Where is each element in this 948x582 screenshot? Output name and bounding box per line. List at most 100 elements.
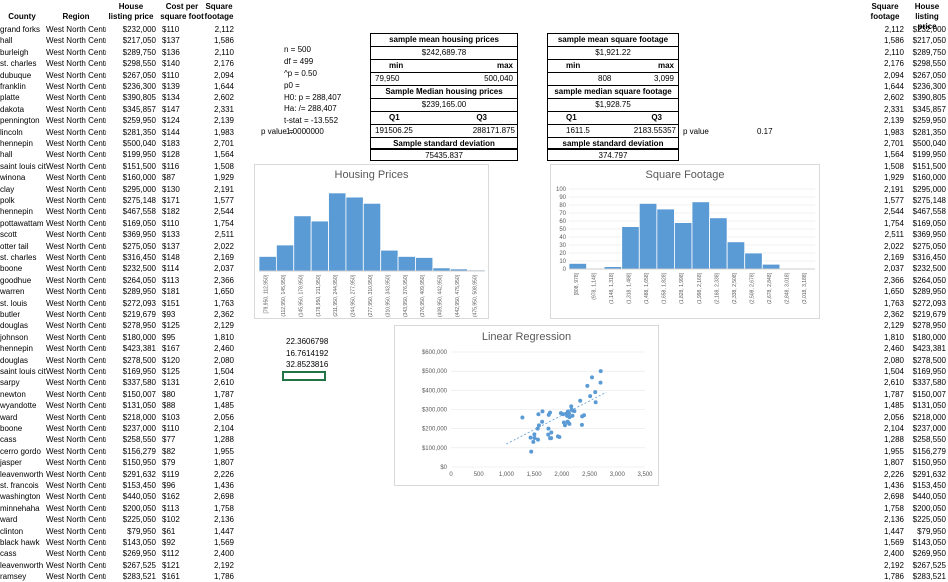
cell-right-sqft[interactable]: 2,129 — [883, 321, 904, 331]
cell-cost[interactable]: $110 — [162, 218, 180, 228]
cell-county[interactable]: cass — [0, 549, 17, 559]
cell-right-price[interactable]: $150,007 — [912, 389, 946, 399]
cell-right-price[interactable]: $156,279 — [912, 446, 946, 456]
stat-pvalue[interactable]: 1.0000000 — [286, 127, 324, 136]
cell-price[interactable]: $151,500 — [122, 161, 156, 171]
cell-county[interactable]: douglas — [0, 321, 29, 331]
cell-cost[interactable]: $181 — [162, 287, 180, 297]
cell-county[interactable]: otter tail — [0, 241, 29, 251]
reg-value-3[interactable]: 32.8523816 — [286, 360, 329, 369]
cell-region[interactable]: West North Centra — [46, 104, 106, 114]
cell-region[interactable]: West North Centra — [46, 70, 106, 80]
cell-cost[interactable]: $103 — [162, 412, 180, 422]
cell-county[interactable]: st. charles — [0, 253, 37, 262]
cell-right-sqft[interactable]: 1,586 — [883, 36, 904, 46]
cell-county[interactable]: franklin — [0, 82, 26, 91]
cell-cost[interactable]: $161 — [162, 572, 180, 582]
cell-sqft[interactable]: 2,080 — [213, 355, 234, 365]
reg-value-2[interactable]: 16.7614192 — [286, 349, 329, 358]
cell-right-sqft[interactable]: 1,564 — [883, 150, 904, 160]
cell-county[interactable]: clinton — [0, 526, 24, 536]
cell-cost[interactable]: $139 — [162, 82, 180, 91]
cell-right-price[interactable]: $219,679 — [912, 310, 946, 319]
cell-region[interactable]: West North Centra — [46, 389, 106, 399]
cell-sqft[interactable]: 1,504 — [213, 367, 234, 376]
cell-sqft[interactable]: 2,602 — [213, 93, 234, 103]
cell-cost[interactable]: $171 — [162, 196, 180, 205]
cell-right-sqft[interactable]: 2,176 — [883, 59, 904, 69]
cell-right-price[interactable]: $200,050 — [912, 503, 946, 513]
cell-county[interactable]: cerro gordo — [0, 446, 41, 456]
cell-right-sqft[interactable]: 2,110 — [884, 47, 904, 57]
cell-right-price[interactable]: $160,000 — [912, 173, 946, 183]
cell-county[interactable]: ward — [0, 412, 18, 422]
stat-df[interactable]: df = 499 — [284, 57, 314, 66]
cell-right-price[interactable]: $440,050 — [912, 492, 946, 502]
cell-right-sqft[interactable]: 2,094 — [883, 70, 904, 80]
cell-county[interactable]: black hawk — [0, 538, 40, 547]
cell-sqft[interactable]: 1,586 — [213, 36, 234, 46]
cell-cost[interactable]: $113 — [162, 275, 180, 285]
cell-region[interactable]: West North Centra — [46, 127, 106, 137]
cell-right-price[interactable]: $298,550 — [912, 59, 946, 69]
cell-right-price[interactable]: $169,950 — [912, 367, 946, 376]
cell-right-sqft[interactable]: 2,544 — [883, 207, 904, 217]
cell-region[interactable]: West North Centra — [46, 401, 106, 411]
cell-sqft[interactable]: 2,094 — [213, 70, 234, 80]
cell-cost[interactable]: $112 — [162, 549, 180, 559]
cell-right-sqft[interactable]: 2,602 — [883, 93, 904, 103]
cell-price[interactable]: $295,000 — [122, 184, 156, 194]
cell-cost[interactable]: $183 — [162, 139, 180, 148]
cell-cost[interactable]: $147 — [162, 104, 180, 114]
cell-county[interactable]: wyandotte — [0, 401, 37, 411]
cell-price[interactable]: $131,050 — [122, 401, 156, 411]
cell-region[interactable]: West North Centra — [46, 25, 106, 34]
cell-county[interactable]: hennepin — [0, 207, 33, 217]
cell-right-price[interactable]: $143,050 — [912, 538, 946, 547]
cell-sqft[interactable]: 2,022 — [213, 241, 234, 251]
cell-region[interactable]: West North Centra — [46, 196, 106, 205]
cell-county[interactable]: butler — [0, 310, 21, 319]
cell-right-price[interactable]: $289,950 — [912, 287, 946, 297]
cell-sqft[interactable]: 2,139 — [213, 116, 234, 126]
cell-cost[interactable]: $136 — [162, 47, 180, 57]
cell-right-sqft[interactable]: 1,447 — [883, 526, 904, 536]
cell-price[interactable]: $278,500 — [122, 355, 156, 365]
cell-price[interactable]: $199,950 — [122, 150, 156, 160]
cell-sqft[interactable]: 1,758 — [213, 503, 234, 513]
cell-cost[interactable]: $131 — [162, 378, 180, 388]
cell-right-sqft[interactable]: 2,169 — [883, 253, 904, 262]
cell-right-price[interactable]: $275,050 — [912, 241, 946, 251]
cell-right-sqft[interactable]: 2,610 — [883, 378, 904, 388]
cell-right-sqft[interactable]: 1,436 — [883, 481, 904, 490]
cell-price[interactable]: $79,950 — [127, 526, 156, 536]
cell-right-sqft[interactable]: 2,701 — [883, 139, 904, 148]
cell-county[interactable]: pennington — [0, 116, 40, 126]
cell-right-sqft[interactable]: 1,758 — [883, 503, 904, 513]
cell-county[interactable]: hall — [0, 150, 13, 160]
cell-right-sqft[interactable]: 1,754 — [883, 218, 904, 228]
cell-region[interactable]: West North Centra — [46, 321, 106, 331]
cell-sqft[interactable]: 2,136 — [213, 515, 234, 525]
cell-region[interactable]: West North Centra — [46, 560, 106, 570]
cell-sqft[interactable]: 2,544 — [213, 207, 234, 217]
cell-region[interactable]: West North Centra — [46, 139, 106, 148]
cell-right-sqft[interactable]: 2,460 — [883, 344, 904, 354]
cell-sqft[interactable]: 2,037 — [213, 264, 234, 274]
cell-region[interactable]: West North Centra — [46, 424, 106, 433]
cell-sqft[interactable]: 2,331 — [213, 104, 234, 114]
cell-sqft[interactable]: 2,112 — [214, 25, 234, 34]
cell-region[interactable]: West North Centra — [46, 458, 106, 468]
cell-right-sqft[interactable]: 1,569 — [883, 538, 904, 547]
cell-right-price[interactable]: $259,950 — [912, 116, 946, 126]
stat-ha[interactable]: Ha: /= 288,407 — [284, 104, 337, 113]
cell-price[interactable]: $289,950 — [122, 287, 156, 297]
cell-price[interactable]: $160,000 — [122, 173, 156, 183]
cell-right-price[interactable]: $232,500 — [912, 264, 946, 274]
cell-county[interactable]: ramsey — [0, 572, 27, 582]
cell-region[interactable]: West North Centra — [46, 241, 106, 251]
cell-county[interactable]: saint louis cit — [0, 367, 46, 376]
cell-sqft[interactable]: 2,056 — [213, 412, 234, 422]
cell-right-sqft[interactable]: 1,929 — [883, 173, 904, 183]
cell-right-price[interactable]: $217,050 — [912, 36, 946, 46]
